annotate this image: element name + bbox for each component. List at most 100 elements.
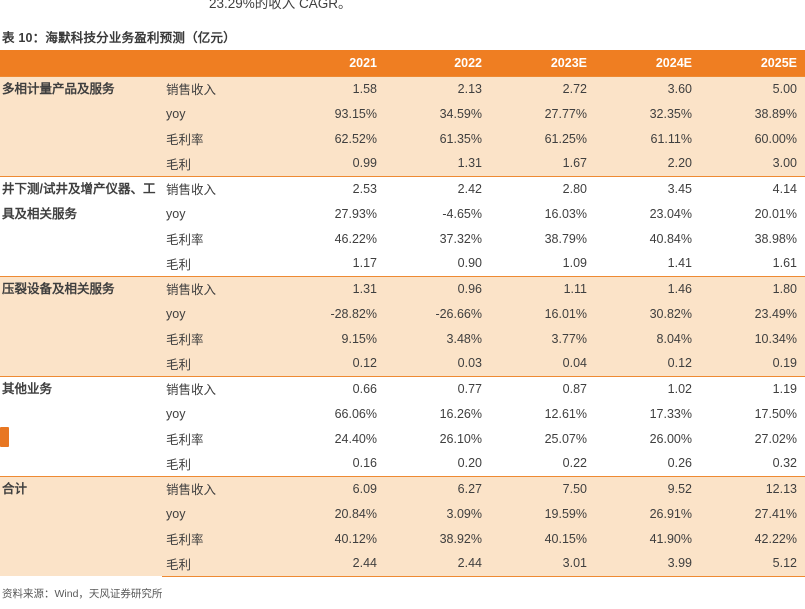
metric-label: 销售收入 bbox=[162, 275, 280, 301]
left-margin-artifact bbox=[0, 427, 9, 447]
value-cell: 0.87 bbox=[490, 375, 595, 401]
value-cell: 0.03 bbox=[385, 351, 490, 376]
metric-label: 销售收入 bbox=[162, 375, 280, 401]
value-cell: 93.15% bbox=[280, 101, 385, 126]
value-cell: 25.07% bbox=[544, 431, 587, 446]
metric-label: 毛利 bbox=[162, 551, 280, 577]
forecast-table: 2021 2022 2023E 2024E 2025E 多相计量产品及服务 销售收入 1.5… bbox=[0, 50, 805, 577]
value-cell: 10.34% bbox=[700, 326, 805, 351]
metric-label: 销售收入 bbox=[162, 75, 280, 101]
value-cell: 5.00 bbox=[700, 75, 805, 101]
segment-name: 多相计量产品及服务 bbox=[0, 75, 162, 176]
year-header-row: 2021 2022 2023E 2024E 2025E bbox=[0, 50, 805, 76]
value-cell: 1.61 bbox=[772, 256, 797, 271]
value-cell: 2.44 bbox=[280, 551, 385, 577]
value-cell: 20.84% bbox=[280, 501, 385, 526]
table-row: yoy 66.06% 16.26% 12.61% 17.33% 17.50% bbox=[0, 401, 805, 426]
year-header: 2023E bbox=[490, 50, 595, 76]
value-cell: 1.80 bbox=[700, 275, 805, 301]
metric-label: 毛利率 bbox=[162, 326, 280, 351]
metric-label: 毛利 bbox=[166, 257, 192, 272]
value-cell: 19.59% bbox=[490, 501, 595, 526]
table-row: 毛利 2.44 2.44 3.01 3.99 5.12 bbox=[0, 551, 805, 577]
value-cell: 66.06% bbox=[334, 406, 377, 421]
value-cell: 1.02 bbox=[595, 375, 700, 401]
value-cell: 0.19 bbox=[700, 351, 805, 376]
value-cell: 0.12 bbox=[280, 351, 385, 376]
value-cell: 26.91% bbox=[595, 501, 700, 526]
value-cell: 0.90 bbox=[457, 256, 482, 271]
value-cell: 27.02% bbox=[754, 431, 797, 446]
value-cell: 61.25% bbox=[490, 126, 595, 151]
value-cell: 30.82% bbox=[595, 301, 700, 326]
value-cell: 40.15% bbox=[490, 526, 595, 551]
value-cell: 12.13 bbox=[700, 475, 805, 501]
metric-label: 毛利 bbox=[162, 351, 280, 376]
value-cell: 1.46 bbox=[595, 275, 700, 301]
value-cell: 2.44 bbox=[385, 551, 490, 577]
table-row: 毛利 0.16 0.20 0.22 0.26 0.32 bbox=[0, 451, 805, 476]
value-cell: 41.90% bbox=[595, 526, 700, 551]
value-cell: 34.59% bbox=[385, 101, 490, 126]
value-cell: 1.41 bbox=[667, 256, 692, 271]
metric-label: 毛利率 bbox=[166, 233, 204, 247]
value-cell: 0.16 bbox=[352, 456, 377, 471]
value-cell: 40.84% bbox=[649, 231, 692, 246]
table-row: 其他业务 销售收入 0.66 0.77 0.87 1.02 1.19 bbox=[0, 375, 805, 476]
value-cell: 37.32% bbox=[439, 231, 482, 246]
value-cell: 2.53 bbox=[280, 175, 385, 201]
value-cell: 24.40% bbox=[334, 431, 377, 446]
value-cell: 3.99 bbox=[595, 551, 700, 577]
table-row: 多相计量产品及服务 销售收入 1.58 2.13 2.72 3.60 5.00 bbox=[0, 75, 805, 176]
segment-name: 合计 bbox=[0, 475, 162, 576]
table-row: 合计 销售收入 6.09 6.27 7.50 9.52 12.13 bbox=[0, 475, 805, 576]
table-row: 毛利率 24.40% 26.10% 25.07% 26.00% 27.02% bbox=[0, 426, 805, 451]
value-cell: 0.66 bbox=[280, 375, 385, 401]
value-cell: 3.00 bbox=[700, 151, 805, 176]
year-header: 2021 bbox=[280, 50, 385, 76]
table-row: 毛利 0.12 0.03 0.04 0.12 0.19 bbox=[0, 351, 805, 376]
table-row: 毛利率 46.22% 37.32% 38.79% 40.84% 38.98% bbox=[0, 226, 805, 251]
value-cell: 2.20 bbox=[595, 151, 700, 176]
value-cell: 20.01% bbox=[754, 206, 797, 221]
value-cell: 5.12 bbox=[700, 551, 805, 577]
value-cell: 0.26 bbox=[667, 456, 692, 471]
value-cell: 62.52% bbox=[280, 126, 385, 151]
preceding-paragraph-fragment: 23.29%的收入 CAGR。 bbox=[209, 0, 352, 11]
value-cell: 2.72 bbox=[490, 75, 595, 101]
value-cell: 2.42 bbox=[385, 175, 490, 201]
header-blank-cell bbox=[0, 50, 280, 76]
metric-label: 毛利 bbox=[166, 457, 192, 472]
value-cell: 1.19 bbox=[700, 375, 805, 401]
value-cell: 3.01 bbox=[490, 551, 595, 577]
value-cell: 1.09 bbox=[562, 256, 587, 271]
table-row: 毛利率 40.12% 38.92% 40.15% 41.90% 42.22% bbox=[0, 526, 805, 551]
value-cell: 0.04 bbox=[490, 351, 595, 376]
value-cell: 27.77% bbox=[490, 101, 595, 126]
value-cell: -26.66% bbox=[385, 301, 490, 326]
segment-name: 井下测/试井及增产仪器、工具及相关服务 bbox=[0, 175, 162, 276]
value-cell: 61.35% bbox=[385, 126, 490, 151]
value-cell: 40.12% bbox=[280, 526, 385, 551]
value-cell: 38.79% bbox=[544, 231, 587, 246]
value-cell: 3.48% bbox=[385, 326, 490, 351]
table-body: 多相计量产品及服务 销售收入 1.58 2.13 2.72 3.60 5.00 yoy 93.1… bbox=[0, 75, 805, 577]
table-caption: 表 10：海默科技分业务盈利预测（亿元） bbox=[2, 31, 236, 45]
year-header: 2024E bbox=[595, 50, 700, 76]
table-row: 井下测/试井及增产仪器、工具及相关服务 销售收入 2.53 2.42 2.80 3.45 4… bbox=[0, 175, 805, 276]
value-cell: 16.01% bbox=[490, 301, 595, 326]
value-cell: 38.89% bbox=[700, 101, 805, 126]
value-cell: 0.77 bbox=[385, 375, 490, 401]
value-cell: 27.41% bbox=[700, 501, 805, 526]
value-cell: 2.13 bbox=[385, 75, 490, 101]
value-cell: 4.14 bbox=[700, 175, 805, 201]
year-header: 2025E bbox=[700, 50, 805, 76]
value-cell: 0.99 bbox=[280, 151, 385, 176]
value-cell: 3.77% bbox=[490, 326, 595, 351]
value-cell: 27.93% bbox=[334, 206, 377, 221]
table-row: yoy -28.82% -26.66% 16.01% 30.82% 23.49% bbox=[0, 301, 805, 326]
value-cell: 38.98% bbox=[754, 231, 797, 246]
value-cell: 17.33% bbox=[649, 406, 692, 421]
metric-label: 毛利率 bbox=[166, 433, 204, 447]
value-cell: 38.92% bbox=[385, 526, 490, 551]
